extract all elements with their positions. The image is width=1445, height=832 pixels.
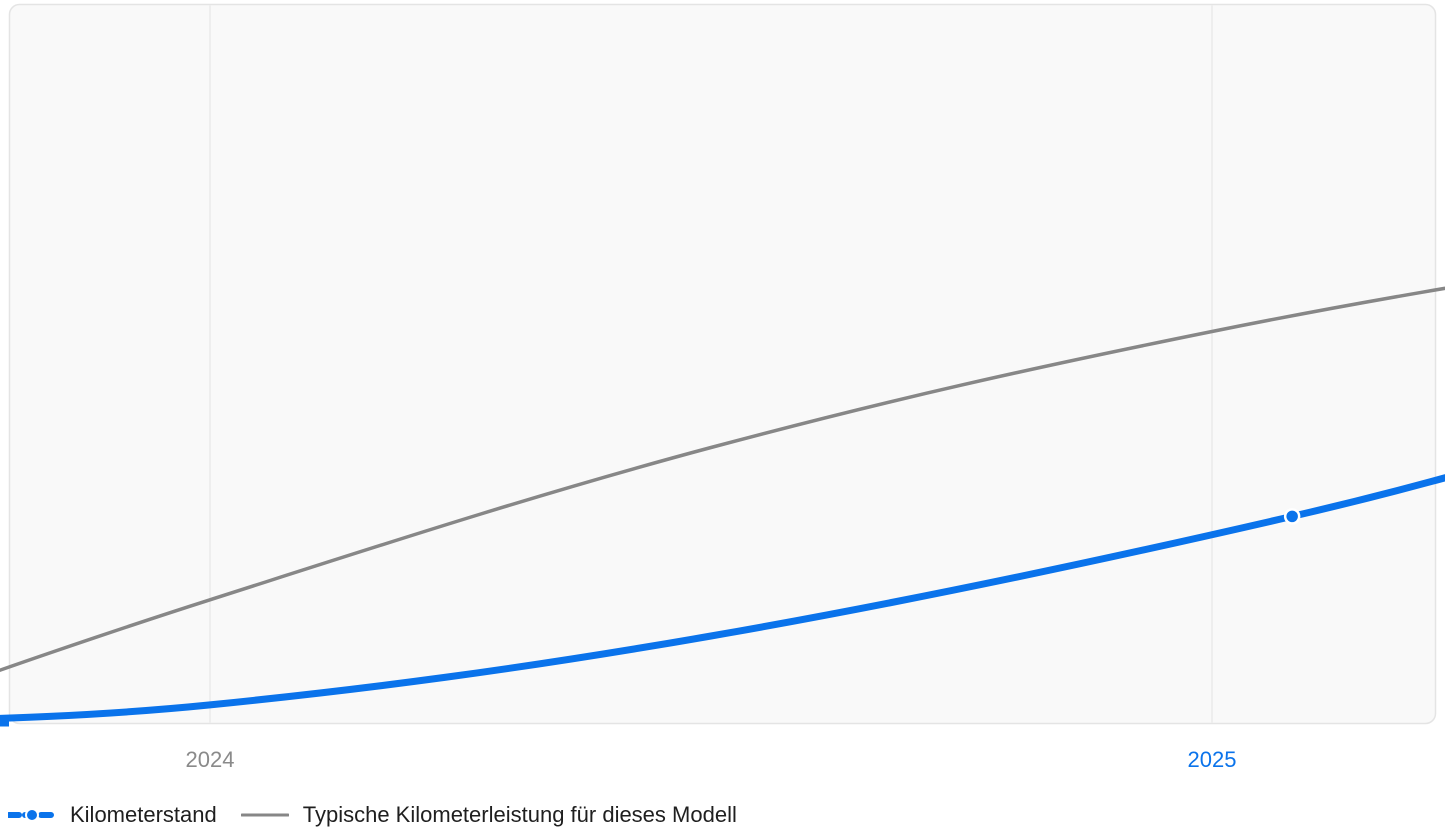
legend-item-mileage[interactable]: Kilometerstand [8,802,217,828]
marker-layer[interactable] [0,217,1445,730]
legend: Kilometerstand Typische Kilometerleistun… [8,798,737,832]
series-layer [0,286,1445,727]
plot-area [8,3,1437,725]
typical-mileage-line [0,286,1445,673]
legend-swatch-mileage [8,808,56,822]
grid-layer [209,5,1213,723]
legend-label-typical: Typische Kilometerleistung für dieses Mo… [302,802,737,827]
x-tick-label-2025: 2025 [1188,747,1237,772]
x-tick-label-2024: 2024 [186,747,235,772]
mileage-line [0,474,1445,722]
x-axis-ticks: 202420252026 [186,747,1237,772]
legend-swatch-typical [240,813,289,817]
legend-label-mileage: Kilometerstand [70,802,217,827]
chart-canvas: 202420252026 [0,3,1445,772]
mileage-point-3[interactable] [1283,508,1301,525]
legend-item-typical[interactable]: Typische Kilometerleistung für dieses Mo… [240,802,737,828]
